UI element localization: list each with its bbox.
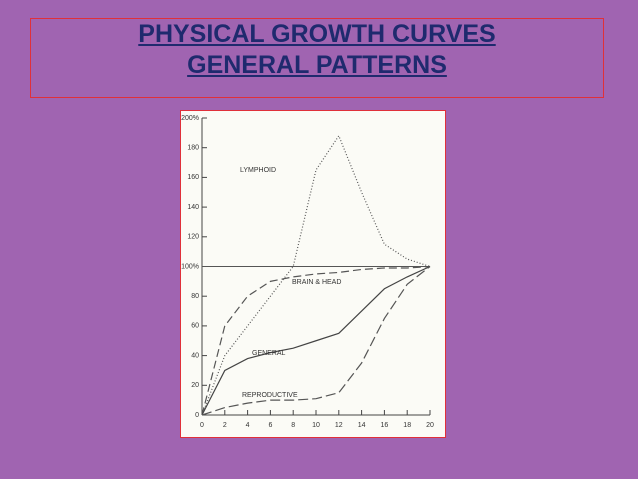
y-tick-label: 160 — [187, 174, 199, 181]
series-label: LYMPHOID — [240, 167, 276, 174]
series-line — [201, 265, 431, 416]
y-tick-label: 120 — [187, 234, 199, 241]
title-box: PHYSICAL GROWTH CURVES GENERAL PATTERNS — [30, 18, 604, 98]
y-tick-label: 180 — [187, 145, 199, 152]
title-line: PHYSICAL GROWTH CURVES — [138, 20, 496, 48]
x-tick-label: 0 — [200, 422, 204, 429]
x-tick-label: 16 — [381, 422, 389, 429]
series-label: REPRODUCTIVE — [242, 392, 298, 399]
series-label: GENERAL — [252, 350, 286, 357]
y-tick-label: 100% — [181, 263, 199, 270]
y-tick-label: 0 — [195, 412, 199, 419]
y-tick-label: 140 — [187, 204, 199, 211]
x-tick-label: 18 — [403, 422, 411, 429]
x-tick-label: 14 — [358, 422, 366, 429]
y-tick-label: 20 — [191, 382, 199, 389]
y-tick-label: 200% — [181, 115, 199, 122]
series-line — [201, 266, 431, 416]
x-tick-label: 20 — [426, 422, 434, 429]
chart: 0 20 40 60 80 100% 120 140 160 180 200% 0 2 4 6 8 10 12 14… — [180, 110, 446, 438]
title-line: GENERAL PATTERNS — [187, 51, 447, 79]
series-line — [201, 265, 431, 416]
y-tick-label: 80 — [191, 293, 199, 300]
x-tick-label: 8 — [291, 422, 295, 429]
x-tick-label: 2 — [223, 422, 227, 429]
series-label: BRAIN & HEAD — [292, 279, 341, 286]
x-tick-label: 6 — [268, 422, 272, 429]
x-tick-label: 12 — [335, 422, 343, 429]
x-tick-label: 4 — [246, 422, 250, 429]
y-tick-label: 40 — [191, 352, 199, 359]
x-tick-label: 10 — [312, 422, 320, 429]
y-tick-label: 60 — [191, 323, 199, 330]
